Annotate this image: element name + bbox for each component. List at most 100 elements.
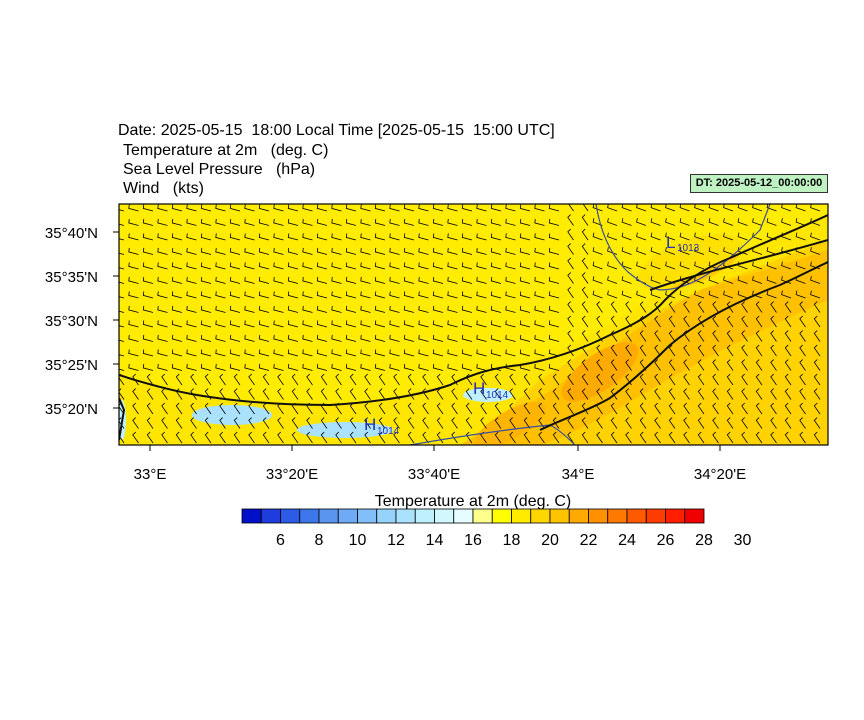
wind-barb bbox=[335, 388, 342, 400]
wind-barb bbox=[683, 373, 690, 386]
wind-barb bbox=[639, 373, 647, 386]
wind-barb bbox=[784, 330, 792, 342]
wind-barb bbox=[451, 373, 458, 386]
wind-barb bbox=[505, 334, 516, 342]
wind-barb bbox=[277, 431, 284, 444]
wind-barb bbox=[291, 388, 299, 400]
wind-barb bbox=[389, 218, 400, 226]
wind-barb bbox=[146, 431, 154, 444]
wind-barb bbox=[233, 431, 241, 444]
wind-barb bbox=[490, 305, 502, 313]
lat-label: 35°25'N bbox=[45, 357, 98, 374]
colorbar-swatch bbox=[453, 508, 474, 524]
wind-barb bbox=[345, 247, 357, 255]
wind-barb bbox=[490, 320, 502, 328]
colorbar-tick-label: 10 bbox=[349, 532, 367, 549]
wind-barb bbox=[476, 204, 487, 212]
wind-barb bbox=[683, 344, 690, 357]
wind-barb bbox=[345, 218, 357, 226]
wind-barb bbox=[679, 290, 690, 299]
wind-barb bbox=[451, 402, 458, 415]
wind-barb bbox=[581, 431, 589, 444]
high-pressure-value: 1014 bbox=[486, 390, 509, 401]
colorbar bbox=[241, 508, 705, 524]
wind-barb bbox=[200, 247, 212, 255]
wind-barb bbox=[610, 431, 618, 444]
wind-barb bbox=[403, 305, 415, 313]
wind-barb bbox=[813, 402, 821, 415]
wind-barb bbox=[505, 262, 516, 270]
wind-barb bbox=[302, 291, 313, 299]
wind-barb bbox=[548, 218, 560, 226]
wind-barb bbox=[770, 388, 777, 400]
wind-barb bbox=[668, 301, 676, 313]
wind-barb bbox=[320, 402, 328, 415]
colorbar-swatch bbox=[568, 508, 589, 524]
wind-barb bbox=[378, 431, 386, 444]
wind-barb bbox=[548, 291, 560, 299]
wind-barb bbox=[694, 204, 705, 212]
wind-barb bbox=[186, 204, 197, 212]
wind-barb bbox=[538, 373, 545, 386]
wind-barb bbox=[596, 388, 603, 400]
colorbar-tick-label: 28 bbox=[695, 532, 713, 549]
wind-barb bbox=[157, 320, 168, 328]
wind-barb bbox=[741, 388, 748, 400]
wind-barb bbox=[320, 373, 328, 386]
wind-barb bbox=[534, 349, 545, 357]
wind-barb bbox=[432, 305, 444, 313]
wind-barb bbox=[119, 373, 125, 386]
wind-barb bbox=[302, 349, 313, 357]
wind-barb bbox=[258, 218, 270, 226]
wind-barb bbox=[636, 204, 647, 212]
wind-barb bbox=[171, 363, 183, 371]
colorbar-tick-label: 14 bbox=[426, 532, 444, 549]
wind-barb bbox=[233, 388, 241, 400]
wind-barb bbox=[723, 247, 734, 255]
wind-barb bbox=[813, 373, 821, 386]
wind-barb bbox=[784, 431, 792, 444]
wind-barb bbox=[723, 204, 734, 212]
wind-barb bbox=[813, 330, 821, 342]
wind-barb bbox=[752, 247, 763, 255]
wind-barb bbox=[810, 218, 821, 226]
wind-barb bbox=[244, 291, 255, 299]
wind-barb bbox=[233, 373, 241, 386]
wind-barb bbox=[335, 402, 342, 415]
title-date: Date: 2025-05-15 18:00 Local Time [2025-… bbox=[118, 122, 555, 139]
wind-barb bbox=[480, 417, 487, 429]
wind-barb bbox=[244, 218, 255, 226]
wind-barb bbox=[726, 301, 734, 313]
wind-barb bbox=[407, 417, 415, 429]
wind-barb bbox=[378, 402, 386, 415]
wind-barb bbox=[233, 417, 241, 429]
wind-barb bbox=[447, 218, 458, 226]
wind-barb bbox=[480, 373, 487, 386]
wind-barb bbox=[548, 204, 560, 212]
wind-barb bbox=[784, 402, 792, 415]
wind-barb bbox=[436, 417, 444, 429]
wind-barb bbox=[393, 373, 400, 386]
wind-barb bbox=[287, 247, 299, 255]
wind-barb bbox=[229, 218, 241, 226]
wind-barb bbox=[418, 233, 429, 241]
wind-barb bbox=[494, 402, 502, 415]
wind-barb bbox=[374, 363, 386, 371]
wind-barb bbox=[770, 431, 777, 444]
wind-barb bbox=[509, 402, 516, 415]
wind-barb bbox=[374, 247, 386, 255]
wind-barb bbox=[335, 431, 342, 444]
wind-barb bbox=[567, 373, 574, 386]
wind-barb bbox=[287, 204, 299, 212]
wind-barb bbox=[708, 276, 719, 284]
wind-barb bbox=[519, 334, 531, 342]
wind-barb bbox=[331, 363, 342, 371]
wind-barb bbox=[142, 247, 154, 255]
wind-barb bbox=[378, 373, 386, 386]
wind-barb bbox=[712, 301, 719, 313]
wind-barb bbox=[229, 233, 241, 241]
wind-barb bbox=[639, 388, 647, 400]
wind-barb bbox=[683, 315, 690, 328]
wind-barb bbox=[766, 261, 777, 270]
lon-label: 34°E bbox=[562, 466, 595, 483]
